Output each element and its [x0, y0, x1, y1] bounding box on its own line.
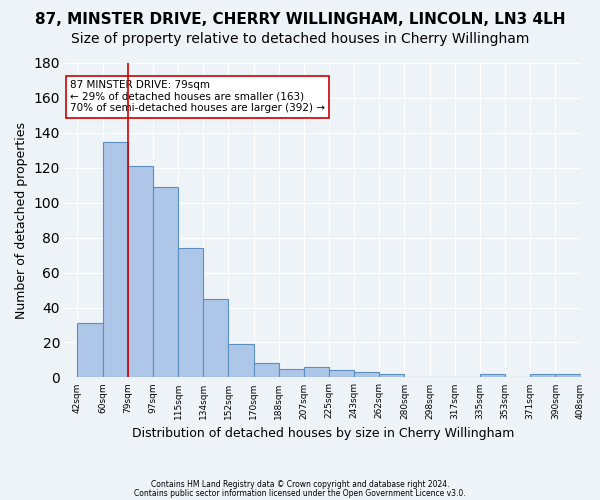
- Bar: [254, 364, 278, 378]
- Text: 87 MINSTER DRIVE: 79sqm
← 29% of detached houses are smaller (163)
70% of semi-d: 87 MINSTER DRIVE: 79sqm ← 29% of detache…: [70, 80, 325, 114]
- Bar: [530, 374, 556, 378]
- Bar: [354, 372, 379, 378]
- Bar: [203, 299, 229, 378]
- Bar: [77, 324, 103, 378]
- Bar: [304, 367, 329, 378]
- Bar: [153, 187, 178, 378]
- Text: Contains HM Land Registry data © Crown copyright and database right 2024.: Contains HM Land Registry data © Crown c…: [151, 480, 449, 489]
- Text: 87, MINSTER DRIVE, CHERRY WILLINGHAM, LINCOLN, LN3 4LH: 87, MINSTER DRIVE, CHERRY WILLINGHAM, LI…: [35, 12, 565, 28]
- Bar: [178, 248, 203, 378]
- Bar: [128, 166, 153, 378]
- Bar: [278, 368, 304, 378]
- Bar: [229, 344, 254, 378]
- Text: Contains public sector information licensed under the Open Government Licence v3: Contains public sector information licen…: [134, 489, 466, 498]
- Text: Size of property relative to detached houses in Cherry Willingham: Size of property relative to detached ho…: [71, 32, 529, 46]
- X-axis label: Distribution of detached houses by size in Cherry Willingham: Distribution of detached houses by size …: [131, 427, 514, 440]
- Y-axis label: Number of detached properties: Number of detached properties: [15, 122, 28, 318]
- Bar: [556, 374, 581, 378]
- Bar: [379, 374, 404, 378]
- Bar: [103, 142, 128, 378]
- Bar: [329, 370, 354, 378]
- Bar: [480, 374, 505, 378]
